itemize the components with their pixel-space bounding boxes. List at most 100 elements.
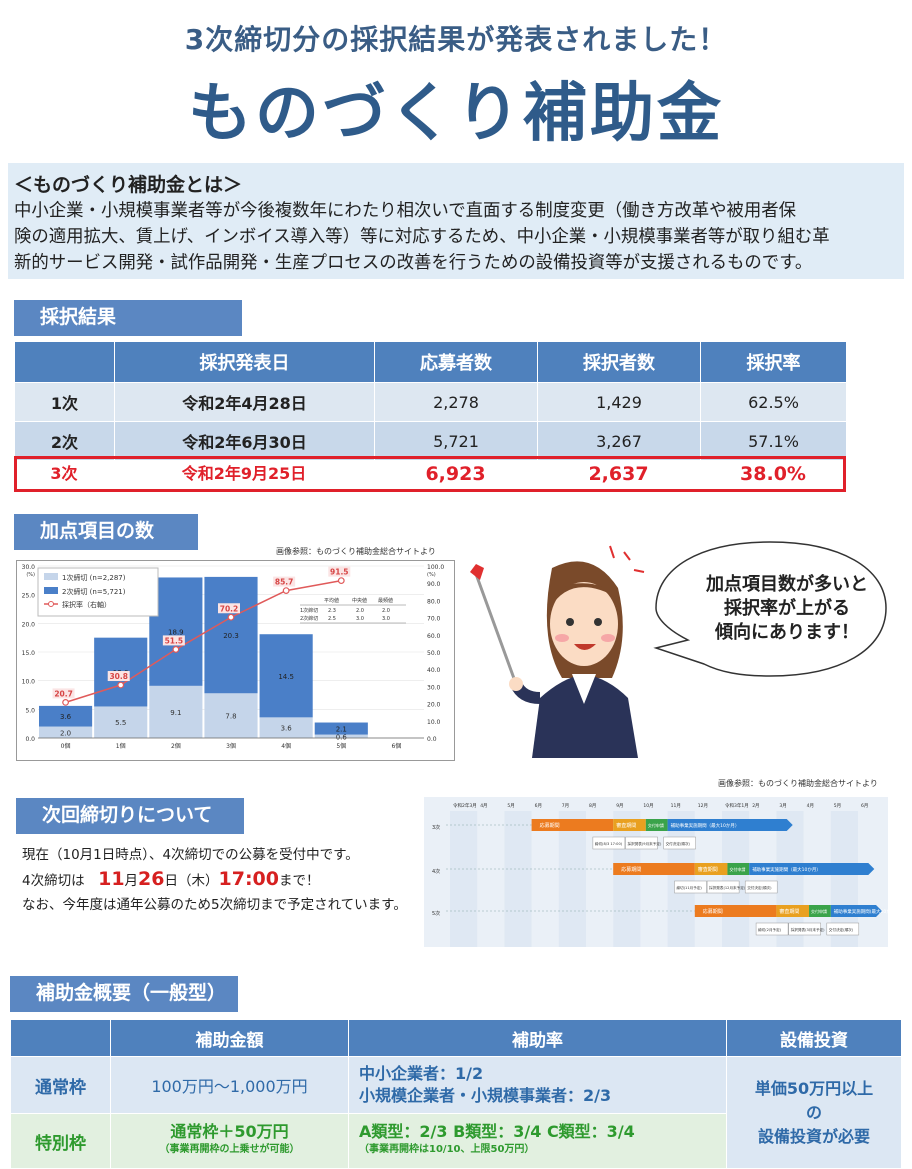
inset-cell: 2.0 [382, 608, 390, 614]
about-box [8, 163, 904, 279]
tick-label-right: 10.0 [427, 719, 441, 726]
bar-label: 14.5 [278, 673, 294, 681]
rate-label-bg [162, 635, 185, 646]
impl-label: 補助事業実施期間（最大10か月） [671, 822, 740, 829]
review-label: 審査期間 [616, 822, 636, 829]
review-bar [694, 863, 728, 875]
legend-swatch [44, 573, 58, 580]
month-label: 11月 [671, 803, 681, 809]
round-cell: 1次 [14, 382, 115, 422]
tick-label-right: 60.0 [427, 633, 441, 640]
month-column [450, 811, 478, 947]
chart-line [62, 577, 345, 706]
results-tag: 採択結果 [14, 300, 242, 336]
overview-header-cell: 補助金額 [110, 1019, 349, 1057]
month-column [667, 811, 695, 947]
apply-label: 応募期間 [703, 908, 723, 915]
inset-cell: 2.0 [356, 608, 364, 614]
month-column [613, 811, 641, 947]
month-label: 5月 [834, 803, 841, 809]
row-label: 5次 [432, 910, 440, 917]
inset-cell: 2次締切 [300, 615, 318, 622]
page-title: ものづくり補助金 [188, 77, 724, 151]
bar-label: 3.6 [281, 725, 293, 733]
month-label: 4月 [480, 803, 487, 809]
equipment-cell: 単価50万円以上 の 設備投資が必要 [726, 1056, 902, 1169]
rate-label: 20.7 [54, 689, 73, 698]
schedule-svg: 令和2年3月 4月 5月 6月 7月 8月 9月 10月 11月 12月 令和3年1月 2月 3月 4月 5… [432, 802, 897, 947]
month-label: 6月 [861, 803, 868, 809]
month-label: 10月 [643, 803, 653, 809]
table-row: 2次 令和2年6月30日 5,721 3,267 57.1% [14, 421, 847, 461]
adopted-cell: 1,429 [537, 382, 701, 422]
inset-cell: 最頻値 [378, 597, 393, 604]
bar-label: 18.9 [168, 629, 184, 637]
overview-header-cell: 補助率 [348, 1019, 727, 1057]
tick-label-left: 5.0 [25, 707, 35, 714]
results-header-cell: 採択者数 [537, 341, 701, 383]
rate-point [172, 646, 180, 653]
tick-label-right: 40.0 [427, 667, 441, 674]
month-label: 8月 [589, 803, 596, 809]
note-box [663, 836, 696, 850]
impl-label: 補助事業実施期間(最大10か月) [834, 908, 888, 915]
rate-note: （事業再開枠は10/10、上限50万円） [359, 1144, 535, 1155]
applicants-cell: 5,721 [374, 421, 538, 461]
date-cell: 令和2年4月28日 [114, 382, 375, 422]
category-label: 4個 [281, 742, 291, 750]
month-label: 7月 [562, 803, 569, 809]
note-label: 採択発表(9月末予定) [628, 841, 662, 846]
about-heading: ＜ものづくり補助金とは＞ [14, 174, 243, 196]
about-line: 新的サービス開発・試作品開発・生産プロセスの改善を行うための設備投資等が支援され… [14, 253, 813, 273]
results-header-cell: 応募者数 [374, 341, 538, 383]
grant-label: 交付申請 [648, 822, 664, 828]
round-cell: 3次 [50, 464, 78, 483]
impl-bar [830, 905, 882, 917]
amount-line: 通常枠＋50万円 [170, 1122, 289, 1141]
grant-bar [645, 819, 668, 831]
highlight-row: 3次 令和2年9月25日 6,923 2,637 38.0% [14, 456, 846, 492]
about-line: 険の適用拡大、賃上げ、インボイス導入等）等に対応するため、中小企業・小規模事業者… [14, 227, 830, 247]
tick-label-left: 25.0 [22, 593, 36, 600]
inset-cell: 中央値 [352, 597, 367, 604]
month-label: 2月 [752, 803, 759, 809]
note-box [755, 922, 789, 936]
page-subtitle: 3次締切分の採択結果が発表されました！ [184, 23, 728, 56]
table-row [14, 460, 847, 500]
note-label: 交付決定(順次) [747, 885, 772, 890]
rate-label: 30.8 [109, 672, 128, 681]
about-line: 中小企業・小規模事業者等が今後複数年にわたり相次いで直面する制度変更（働き方改革… [14, 201, 797, 221]
rate-label-bg [107, 671, 130, 682]
month-label: 6月 [535, 803, 542, 809]
month-column [722, 811, 750, 947]
rate-label-bg [273, 576, 296, 587]
round-cell: 2次 [14, 421, 115, 461]
tick-label-left: 30.0 [22, 564, 36, 571]
note-label: 採択発表(12月末予定) [709, 885, 746, 890]
results-header-cell: 採択率 [700, 341, 847, 383]
rate-label-bg [218, 603, 240, 614]
apply-bar [531, 819, 614, 831]
impl-bar [667, 819, 793, 831]
review-bar [613, 819, 646, 831]
month-label: 12月 [698, 803, 708, 809]
equipment-line: 設備投資が必要 [757, 1126, 870, 1146]
month-label: 令和2年3月 [453, 802, 477, 809]
date-cell: 令和2年6月30日 [114, 421, 375, 461]
rate-line [65, 579, 342, 704]
table-row: 特別枠 通常枠＋50万円 （事業再開枠の上乗せが可能） A類型：2/3 B類型：… [10, 1113, 902, 1169]
results-header-cell [14, 341, 115, 383]
adopted-cell: 3,267 [537, 421, 701, 461]
row-label: 3次 [432, 824, 440, 831]
note-box [826, 922, 860, 936]
note-box [625, 836, 658, 850]
rate-line: 小規模企業者・小規模事業者：2/3 [359, 1086, 612, 1105]
tick-label-right: 90.0 [427, 581, 441, 588]
next-line: 4次締切は 11月26日（木）17:00まで！ [22, 867, 442, 893]
note-label: 締切(8/3 17:00) [595, 841, 623, 846]
inset-cell: 3.0 [356, 616, 364, 622]
date-cell: 令和2年9月25日 [181, 464, 307, 483]
schedule-diagram: 令和2年3月 4月 5月 6月 7月 8月 9月 10月 11月 12月 令和3年1月 2月 3月 4月 5… [424, 797, 897, 947]
note-label: 締切(11月予定) [676, 885, 702, 890]
tick-label-right: 20.0 [427, 702, 441, 709]
